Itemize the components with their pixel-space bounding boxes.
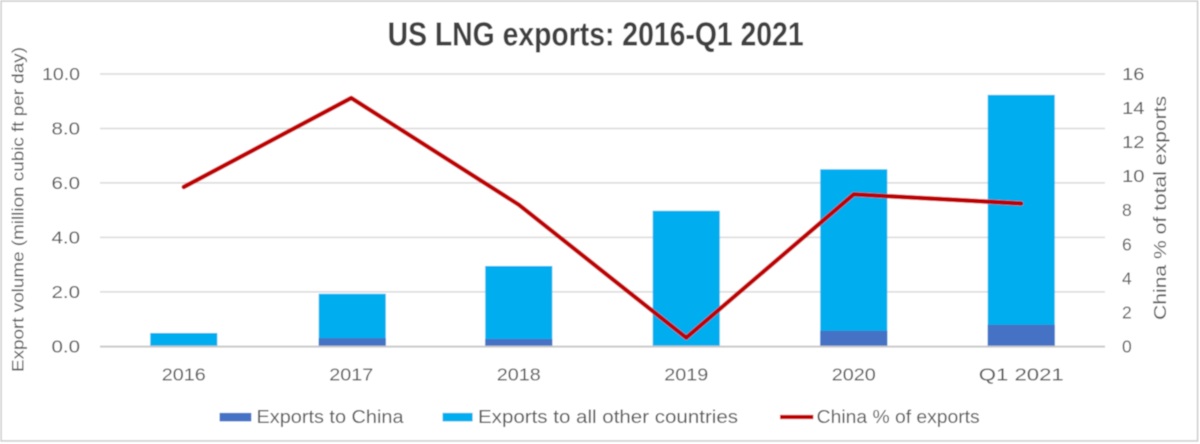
svg-text:8: 8: [1122, 200, 1132, 220]
svg-text:Export volume (million cubic f: Export volume (million cubic ft per day): [9, 47, 28, 372]
svg-text:10.0: 10.0: [42, 64, 80, 84]
svg-text:2: 2: [1122, 302, 1132, 322]
svg-text:4: 4: [1122, 268, 1132, 288]
svg-text:6: 6: [1122, 234, 1132, 254]
svg-text:8.0: 8.0: [52, 119, 81, 139]
svg-text:6.0: 6.0: [52, 173, 81, 193]
svg-text:14: 14: [1122, 98, 1145, 118]
svg-text:10: 10: [1122, 166, 1145, 186]
svg-text:US LNG exports: 2016-Q1 2021: US LNG exports: 2016-Q1 2021: [388, 16, 804, 53]
svg-text:4.0: 4.0: [52, 227, 81, 247]
svg-text:2018: 2018: [497, 365, 541, 385]
svg-text:2019: 2019: [664, 365, 708, 385]
svg-text:2017: 2017: [329, 365, 373, 385]
svg-text:0: 0: [1122, 336, 1132, 356]
svg-text:Q1 2021: Q1 2021: [979, 365, 1064, 385]
svg-text:2.0: 2.0: [52, 282, 81, 302]
svg-text:2016: 2016: [162, 365, 206, 385]
svg-text:2020: 2020: [832, 365, 876, 385]
svg-text:China % of total exports: China % of total exports: [1150, 96, 1170, 320]
svg-text:Exports to China: Exports to China: [257, 406, 405, 427]
svg-text:Exports to all other countries: Exports to all other countries: [478, 406, 738, 427]
svg-text:0.0: 0.0: [52, 336, 81, 356]
svg-text:12: 12: [1122, 132, 1145, 152]
svg-text:16: 16: [1122, 64, 1145, 84]
svg-text:China % of exports: China % of exports: [817, 406, 980, 427]
